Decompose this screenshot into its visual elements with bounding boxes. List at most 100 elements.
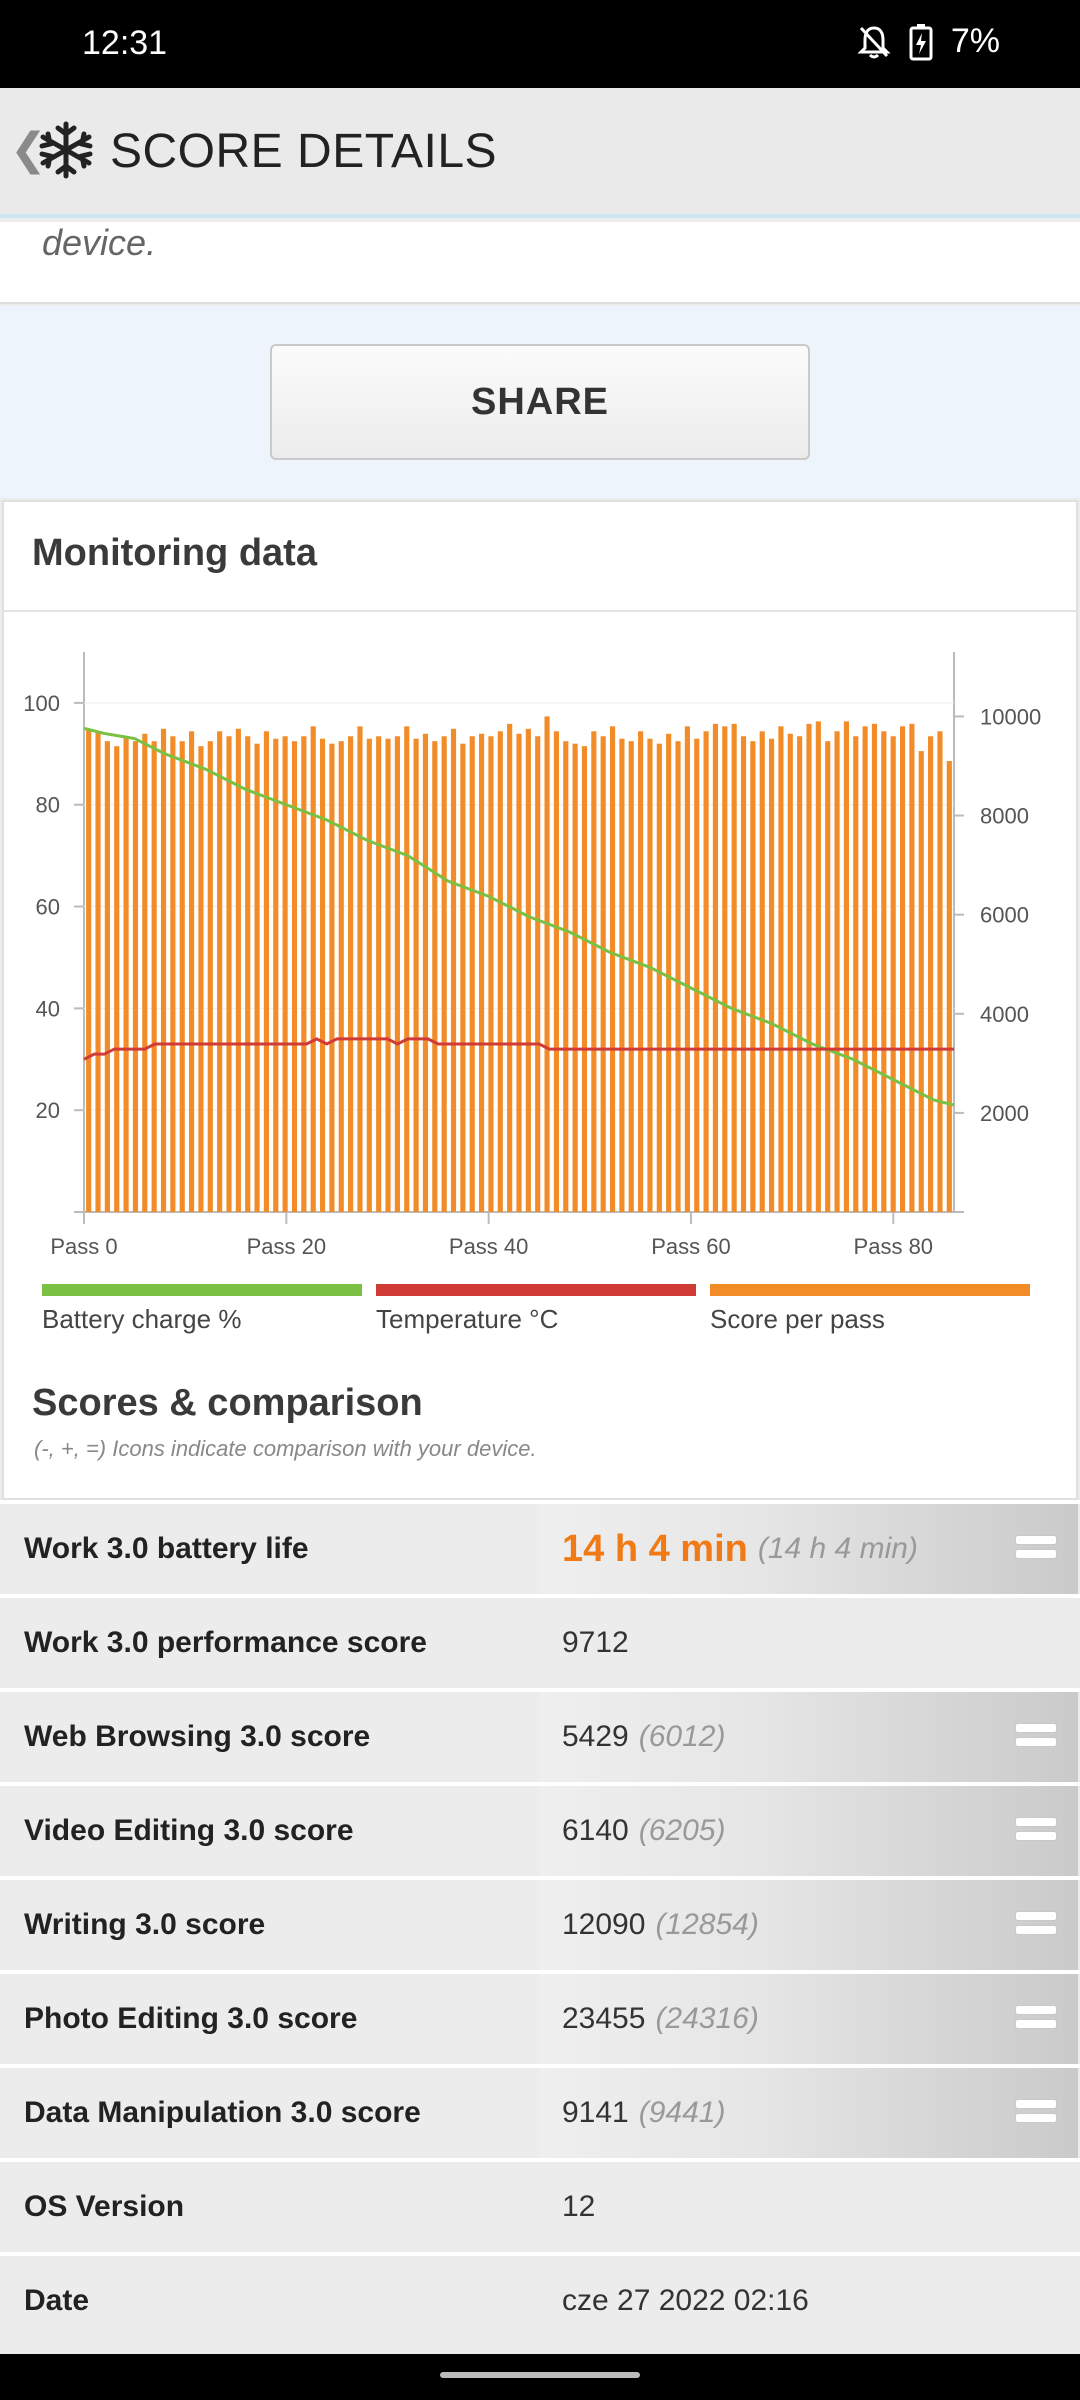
score-bar xyxy=(385,738,391,1212)
right-tick-label: 10000 xyxy=(980,704,1041,729)
score-bar xyxy=(432,741,438,1212)
score-bar xyxy=(104,741,110,1212)
score-bar xyxy=(413,738,419,1212)
x-tick-label: Pass 40 xyxy=(449,1234,529,1259)
navigation-bar xyxy=(0,2354,1080,2400)
right-tick-label: 8000 xyxy=(980,804,1029,829)
score-bar xyxy=(591,731,597,1212)
score-bar xyxy=(890,736,896,1212)
x-tick-label: Pass 0 xyxy=(50,1234,117,1259)
back-chevron-icon[interactable]: ❮ xyxy=(10,125,47,174)
score-bar xyxy=(160,728,167,1212)
score-bar xyxy=(918,751,924,1212)
notifications-off-icon xyxy=(857,25,891,58)
legend-score: Score per pass xyxy=(710,1284,1030,1334)
table-row: Work 3.0 battery life 14 h 4 min (14 h 4… xyxy=(0,1500,1080,1594)
score-bar xyxy=(928,736,934,1212)
score-bar xyxy=(189,731,195,1212)
score-bar xyxy=(712,723,719,1212)
row-value-cell: 5429 (6012) xyxy=(540,1692,1078,1782)
table-row: Video Editing 3.0 score 6140 (6205) xyxy=(0,1782,1080,1876)
snowflake-icon xyxy=(39,121,93,179)
score-bar xyxy=(563,741,569,1212)
score-bar xyxy=(132,741,139,1212)
table-row: Data Manipulation 3.0 score 9141 (9441) xyxy=(0,2064,1080,2158)
table-row: Work 3.0 performance score 9712 xyxy=(0,1594,1080,1688)
left-tick-label: 20 xyxy=(36,1098,60,1123)
left-tick-label: 80 xyxy=(36,793,60,818)
score-bar xyxy=(422,733,429,1212)
score-bar xyxy=(628,741,634,1212)
legend-battery-swatch xyxy=(42,1284,362,1296)
score-bar xyxy=(376,736,382,1212)
score-bar xyxy=(301,736,307,1212)
score-bar xyxy=(273,738,279,1212)
score-bar xyxy=(909,723,915,1212)
score-bar xyxy=(263,731,269,1212)
score-bar xyxy=(553,731,559,1212)
monitoring-card: Monitoring data 20 40 60 80 100 2000 4000 6000 8… xyxy=(2,500,1078,1500)
score-bar xyxy=(338,741,344,1212)
score-bar xyxy=(497,731,503,1212)
score-bar xyxy=(357,726,363,1212)
battery-line xyxy=(83,726,955,1107)
equal-icon xyxy=(1016,2006,1056,2032)
score-bar xyxy=(235,728,241,1212)
equal-icon xyxy=(1016,2100,1056,2126)
score-bar xyxy=(348,736,354,1212)
equal-icon xyxy=(1016,1536,1056,1562)
score-bar xyxy=(329,743,335,1212)
score-bar xyxy=(217,731,223,1212)
row-value: 5429 xyxy=(562,1720,629,1753)
score-bar xyxy=(722,726,728,1212)
score-bar xyxy=(525,728,531,1212)
battery-charging-icon xyxy=(909,23,933,60)
score-bar xyxy=(862,726,868,1212)
score-bar xyxy=(245,736,251,1212)
score-bar xyxy=(95,731,101,1212)
score-bar xyxy=(703,731,709,1212)
score-bar xyxy=(787,733,793,1212)
row-compare: (14 h 4 min) xyxy=(757,1532,918,1565)
score-bar xyxy=(815,721,821,1212)
row-name: Data Manipulation 3.0 score xyxy=(0,2068,540,2158)
score-bar xyxy=(581,746,588,1212)
score-bar xyxy=(291,741,298,1212)
x-tick-label: Pass 20 xyxy=(247,1234,327,1259)
status-icons: 7% xyxy=(857,22,1000,61)
description-text: device. xyxy=(42,222,157,263)
score-bar xyxy=(750,741,756,1212)
score-bar xyxy=(516,733,522,1212)
score-bar xyxy=(319,738,326,1212)
temperature-line xyxy=(83,1037,954,1061)
row-name: Work 3.0 performance score xyxy=(0,1598,540,1688)
right-tick-label: 2000 xyxy=(980,1101,1029,1126)
score-bar xyxy=(394,736,400,1212)
scores-note: (-, +, =) Icons indicate comparison with… xyxy=(34,1436,537,1461)
legend-temperature-swatch xyxy=(376,1284,696,1296)
score-bar xyxy=(600,736,606,1212)
share-button[interactable]: SHARE xyxy=(270,344,810,460)
home-gesture-handle[interactable] xyxy=(440,2372,640,2378)
score-bar xyxy=(254,743,260,1212)
row-value: 12 xyxy=(562,2190,596,2223)
row-value-cell: cze 27 2022 02:16 xyxy=(540,2256,1078,2346)
score-bar xyxy=(797,736,803,1212)
score-bar xyxy=(170,736,176,1212)
score-bar xyxy=(638,731,644,1212)
row-name: Date xyxy=(0,2256,540,2346)
left-tick-label: 40 xyxy=(36,996,60,1021)
monitoring-title: Monitoring data xyxy=(32,532,317,574)
row-compare: (12854) xyxy=(655,1908,759,1941)
divider xyxy=(4,610,1076,612)
score-bar xyxy=(946,761,952,1212)
score-bar xyxy=(619,738,625,1212)
row-name: Web Browsing 3.0 score xyxy=(0,1692,540,1782)
score-bar xyxy=(151,741,157,1212)
table-row: Web Browsing 3.0 score 5429 (6012) xyxy=(0,1688,1080,1782)
score-bar xyxy=(572,743,578,1212)
score-bar xyxy=(806,723,812,1212)
score-bar xyxy=(207,741,213,1212)
score-bar xyxy=(226,736,232,1212)
status-time: 12:31 xyxy=(82,24,168,62)
